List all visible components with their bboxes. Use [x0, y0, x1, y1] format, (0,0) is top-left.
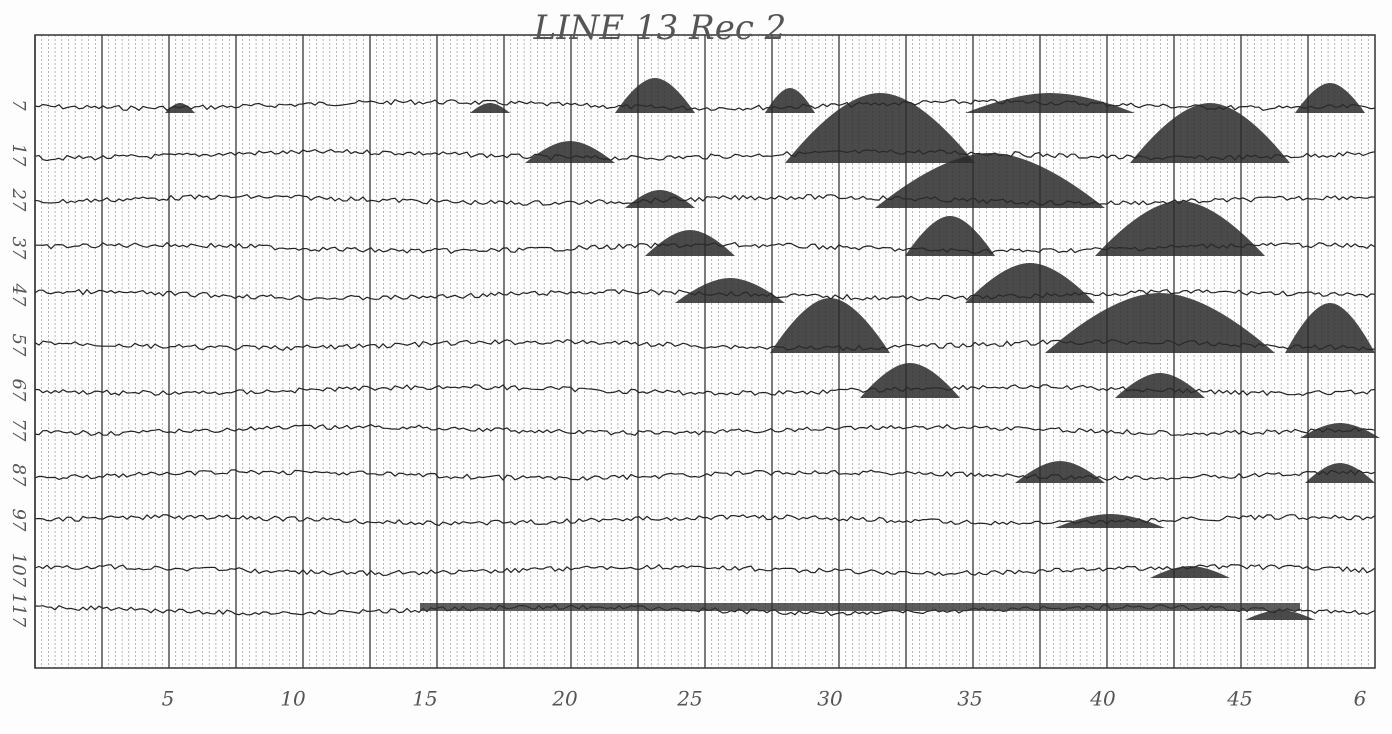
trace-label: 97 — [8, 509, 29, 532]
wavelet — [645, 230, 735, 256]
wavelet — [525, 141, 615, 163]
wavelet — [1055, 514, 1165, 528]
wavelet — [1115, 373, 1205, 398]
trace-label: 17 — [8, 144, 29, 167]
wavelet — [615, 78, 695, 113]
trace-label: 57 — [8, 334, 29, 357]
x-label: 35 — [957, 687, 982, 711]
trace-label: 107 — [8, 553, 29, 588]
trace — [34, 194, 1376, 206]
wavelet — [1295, 83, 1365, 113]
x-label: 10 — [280, 687, 306, 711]
trace-label: 67 — [8, 379, 29, 402]
trace-label: 37 — [8, 237, 29, 260]
trace-label: 77 — [8, 419, 29, 442]
trace — [34, 423, 1376, 437]
wavelet — [905, 216, 995, 256]
wavelet — [785, 93, 975, 163]
trace-label: 27 — [8, 188, 29, 212]
wavelet — [1150, 566, 1230, 578]
wavelet — [875, 153, 1105, 208]
wavelet — [1045, 293, 1275, 353]
wavelet — [1015, 461, 1105, 483]
x-label: 25 — [676, 687, 702, 711]
wavelet — [1130, 103, 1290, 163]
wavelet — [420, 603, 1300, 611]
x-label: 30 — [817, 687, 843, 711]
wavelet — [1300, 423, 1380, 438]
x-label: 40 — [1089, 687, 1116, 711]
wavelet — [965, 93, 1135, 113]
wavelet — [965, 263, 1095, 303]
x-label: 45 — [1226, 687, 1252, 711]
trace-label: 87 — [8, 464, 29, 487]
trace-label: 47 — [8, 283, 29, 307]
wavelet — [1285, 303, 1375, 353]
trace — [34, 469, 1376, 481]
trace-label: 7 — [8, 99, 29, 111]
wavelet — [860, 363, 960, 398]
wavelet — [470, 103, 510, 113]
trace-label: 117 — [8, 593, 29, 628]
wavelet — [165, 103, 195, 113]
x-label: 6 — [1354, 687, 1367, 711]
x-label: 15 — [412, 687, 437, 711]
title: LINE 13 Rec 2 — [533, 8, 787, 48]
frame — [34, 34, 1376, 669]
wavelet — [770, 298, 890, 353]
trace — [34, 563, 1376, 577]
x-label: 5 — [162, 687, 175, 711]
wavelet — [1095, 201, 1265, 256]
wavelet — [765, 88, 815, 113]
wavelet — [1305, 463, 1375, 483]
traces — [34, 78, 1380, 620]
trace — [34, 98, 1376, 112]
trace — [34, 514, 1376, 527]
x-label: 20 — [551, 687, 578, 711]
wavelet — [625, 190, 695, 208]
wavelet — [1245, 610, 1315, 620]
wavelet — [675, 278, 785, 303]
